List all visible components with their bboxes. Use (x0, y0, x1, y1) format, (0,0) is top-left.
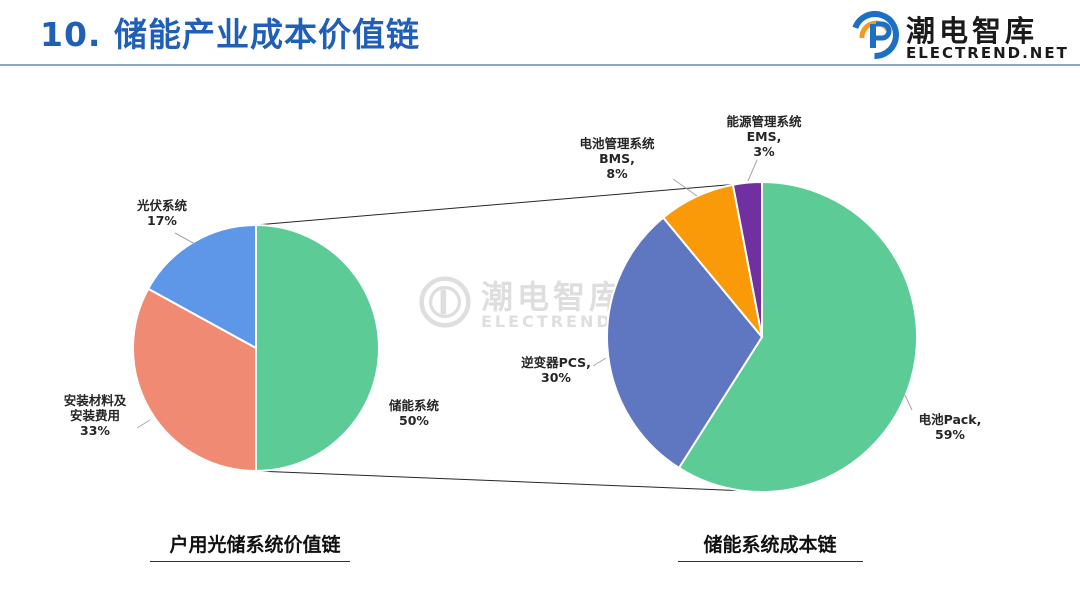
pie-2-label-2: 逆变器PCS, 30% (521, 355, 591, 385)
pie-1-leader-2 (136, 419, 151, 429)
pie-2-leader-1 (904, 394, 913, 411)
pie-connectors (255, 181, 773, 493)
pie-2-label-1: 电池Pack, 59% (919, 412, 982, 442)
logo-text-en: ELECTREND.NET (906, 44, 1069, 62)
watermark-text-cn: 潮电智库 (481, 278, 626, 316)
pie-2-label-4: 能源管理系统 EMS, 3% (726, 114, 802, 159)
pie-1-slice-1 (255, 223, 380, 473)
pie-2-leader-3 (672, 178, 698, 197)
pie-2-leader-2 (592, 357, 607, 367)
pie-chart-2: 电池Pack, 59% 逆变器PCS, 30% 电池管理系统 BMS, 8% 能源管理系统 EM… (521, 114, 982, 493)
pie-1-label-3: 光伏系统 17% (136, 198, 188, 228)
title-divider (0, 64, 1080, 66)
pie-1-slice-2 (132, 287, 257, 473)
pie-2-leader-4 (747, 159, 758, 182)
pie-2-slice-1 (677, 180, 918, 493)
left-chart-caption: 户用光储系统价值链 (169, 534, 341, 556)
page-title: 10. 储能产业成本价值链 (40, 15, 420, 54)
pie-1-slice-3 (146, 223, 257, 350)
logo-icon (851, 11, 899, 59)
watermark-icon (419, 276, 471, 328)
pie-1-label-1: 储能系统 50% (388, 398, 440, 428)
brand-logo: 潮电智库 ELECTREND.NET (848, 8, 1074, 62)
pie-1-label-2: 安装材料及安装费用 33% (64, 393, 127, 438)
pie-2-slice-2 (606, 216, 764, 470)
right-caption-underline (678, 561, 863, 562)
left-caption-underline (150, 561, 350, 562)
right-chart-caption: 储能系统成本链 (703, 534, 837, 556)
pie-1-leader-3 (174, 232, 196, 245)
pie-2-label-3: 电池管理系统 BMS, 8% (579, 136, 655, 181)
logo-text-cn: 潮电智库 (906, 14, 1039, 48)
pie-chart-1: 储能系统 50% 安装材料及安装费用 33% 光伏系统 17% (64, 198, 440, 473)
pie-2-slice-4 (731, 180, 763, 338)
